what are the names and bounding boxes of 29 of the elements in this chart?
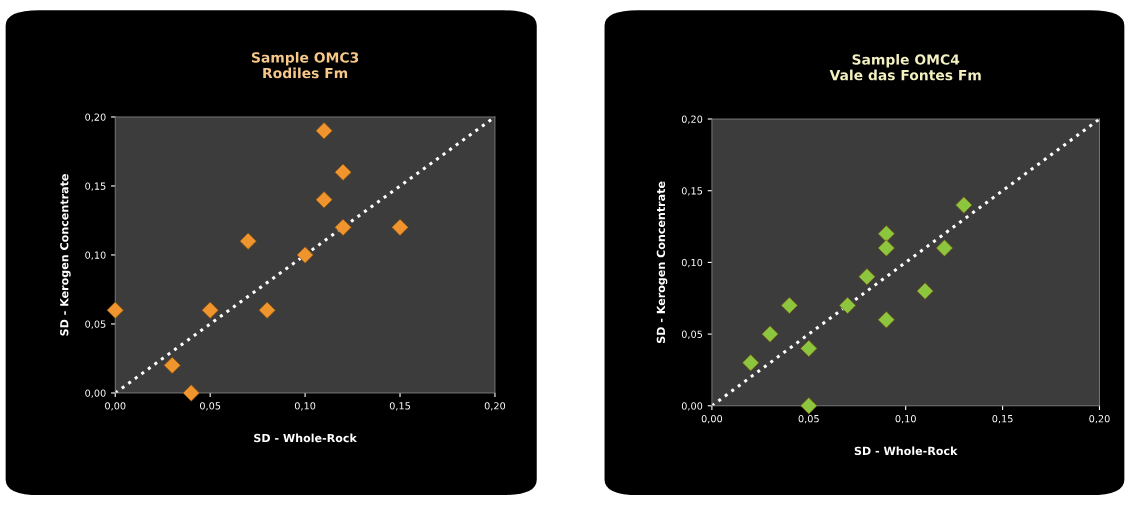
y-tick-label: 0,10 (681, 258, 703, 268)
point (838, 296, 857, 314)
y-tick-label: 0,15 (681, 187, 703, 196)
x-tick-label: 0,20 (484, 402, 506, 411)
chart-title: Sample OMC4 Vale das Fontes Fm (829, 54, 981, 81)
y-tick-label: 0,15 (85, 182, 106, 191)
x-axis-title: SD - Whole-Rock (254, 433, 358, 443)
y-tick-label: 0,20 (85, 113, 106, 122)
point (780, 296, 798, 314)
chart-title: Sample OMC3 Rodiles Fm (251, 51, 359, 79)
x-tick-label: 0,00 (105, 402, 126, 411)
x-tick-label: 0,15 (389, 402, 410, 411)
y-tick-label: 0,05 (681, 330, 703, 339)
x-tick-label: 0,00 (701, 414, 723, 424)
y-axis-title: SD - Kerogen Concentrate (656, 181, 668, 343)
y-tick-label: 0,20 (681, 115, 703, 124)
x-tick-label: 0,10 (294, 402, 316, 411)
x-tick-label: 0,05 (798, 414, 819, 424)
point (916, 282, 934, 300)
x-axis-title: SD - Whole-Rock (854, 446, 958, 456)
x-tick-label: 0,15 (992, 414, 1013, 424)
x-tick-label: 0,20 (1089, 414, 1110, 424)
y-tick-label: 0,10 (85, 251, 106, 260)
y-tick-label: 0,00 (85, 389, 106, 398)
y-tick-label: 0,05 (85, 320, 106, 329)
x-tick-label: 0,05 (200, 402, 221, 411)
x-tick-label: 0,10 (895, 414, 916, 424)
point (334, 163, 352, 181)
y-axis-title: SD - Kerogen Concentrate (60, 174, 71, 336)
